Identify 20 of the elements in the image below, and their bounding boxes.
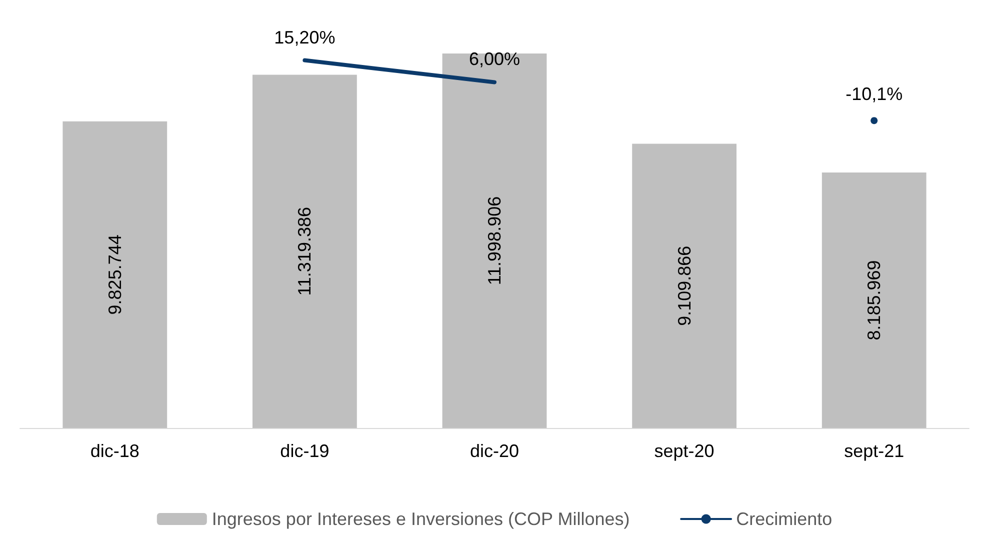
x-tick-label: dic-18 [90, 441, 140, 461]
data-label: -10,1% [846, 84, 903, 104]
legend-label: Ingresos por Intereses e Inversiones (COP Millones) [212, 509, 630, 529]
data-label: 6,00% [468, 49, 520, 70]
bar [822, 172, 926, 428]
x-tick-label: sept-20 [654, 441, 714, 461]
bar [62, 121, 168, 428]
x-tick-label: dic-20 [470, 441, 520, 461]
data-label: 11.998.906 [484, 196, 504, 286]
data-label: 9.109.866 [674, 246, 694, 326]
x-tick-label: dic-19 [280, 441, 330, 461]
bar [252, 74, 357, 428]
bar [632, 144, 736, 428]
data-label: 15,20% [274, 27, 336, 48]
legend-label: Crecimiento [736, 509, 832, 529]
data-label: 9.825.744 [104, 234, 125, 315]
x-tick-label: sept-21 [844, 441, 904, 461]
data-label: 11.319.386 [294, 206, 315, 296]
data-label: 8.185.969 [864, 260, 884, 340]
bar [442, 54, 547, 428]
